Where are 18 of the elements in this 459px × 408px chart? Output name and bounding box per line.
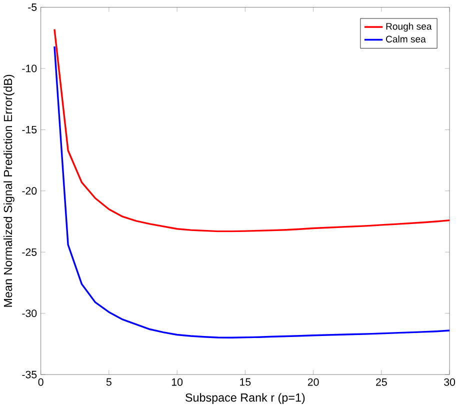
y-tick-label: -30 [22, 310, 37, 318]
y-tick-label: -25 [22, 248, 37, 256]
y-tick-label: -35 [22, 371, 37, 379]
x-tick-label: 0 [38, 378, 44, 386]
legend-label: Calm sea [386, 36, 426, 43]
x-tick-label: 10 [172, 378, 183, 386]
x-tick-label: 20 [308, 378, 319, 386]
y-tick-label: -20 [22, 187, 37, 195]
x-tick-label: 15 [240, 378, 251, 386]
y-axis-title: Mean Normalized Signal Prediction Error(dB) [4, 75, 14, 307]
x-tick-label: 25 [376, 378, 387, 386]
x-axis-title: Subspace Rank r (p=1) [186, 393, 305, 404]
x-tick-label: 5 [106, 378, 112, 386]
y-tick-label: -5 [28, 4, 37, 12]
legend-label: Rough sea [386, 22, 432, 32]
x-tick-label: 30 [444, 378, 456, 386]
y-tick-label: -10 [22, 64, 37, 72]
y-tick-label: -15 [22, 126, 37, 134]
